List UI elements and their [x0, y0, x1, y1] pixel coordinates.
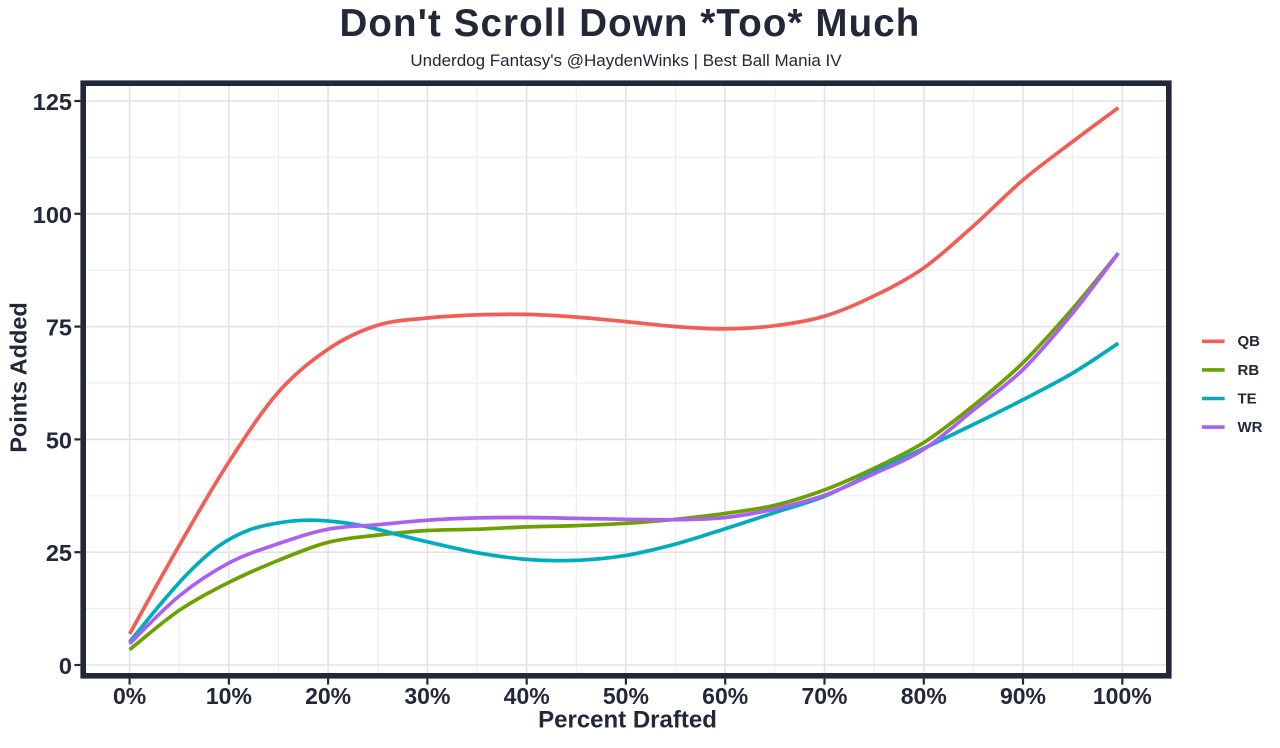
- svg-text:TE: TE: [1238, 390, 1257, 407]
- svg-text:Don't Scroll Down *Too* Much: Don't Scroll Down *Too* Much: [340, 2, 921, 45]
- svg-text:WR: WR: [1238, 419, 1263, 436]
- svg-text:QB: QB: [1238, 333, 1261, 350]
- svg-text:0: 0: [59, 653, 72, 679]
- svg-text:80%: 80%: [901, 683, 947, 709]
- svg-text:25: 25: [46, 540, 72, 566]
- svg-text:RB: RB: [1238, 362, 1260, 379]
- svg-text:40%: 40%: [504, 683, 550, 709]
- svg-text:50: 50: [46, 427, 72, 453]
- svg-text:10%: 10%: [206, 683, 252, 709]
- svg-text:75: 75: [46, 315, 72, 341]
- svg-text:125: 125: [33, 89, 72, 115]
- svg-text:20%: 20%: [305, 683, 351, 709]
- svg-text:100%: 100%: [1093, 683, 1152, 709]
- svg-text:0%: 0%: [113, 683, 146, 709]
- svg-text:100: 100: [33, 202, 72, 228]
- svg-text:70%: 70%: [801, 683, 847, 709]
- svg-text:90%: 90%: [1000, 683, 1046, 709]
- svg-text:Percent Drafted: Percent Drafted: [538, 707, 717, 734]
- svg-text:60%: 60%: [702, 683, 748, 709]
- svg-text:50%: 50%: [603, 683, 649, 709]
- svg-text:Underdog Fantasy's @HaydenWink: Underdog Fantasy's @HaydenWinks | Best B…: [410, 51, 842, 70]
- svg-text:30%: 30%: [404, 683, 450, 709]
- svg-text:Points Added: Points Added: [6, 302, 32, 453]
